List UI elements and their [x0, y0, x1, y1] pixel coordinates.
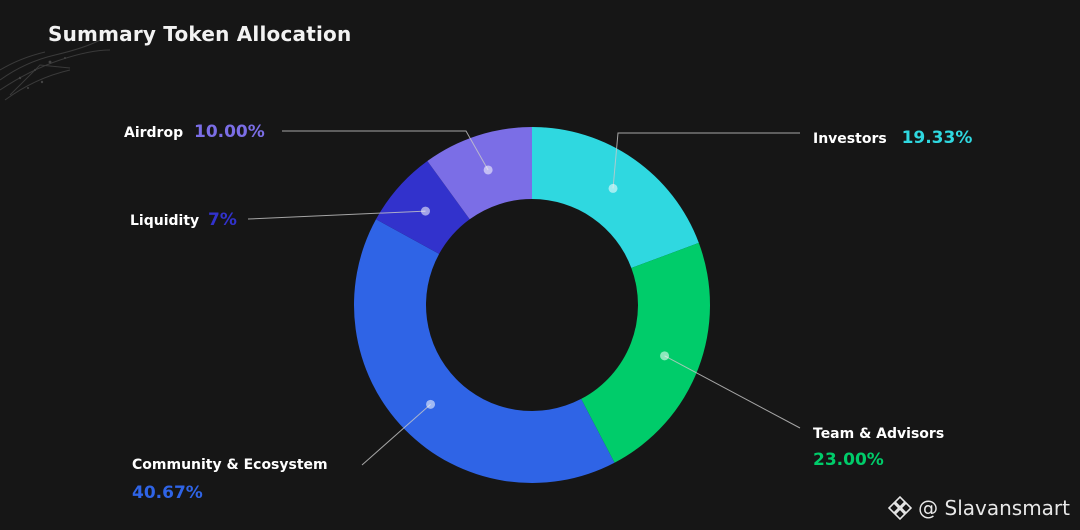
slice-label-team-advisors: Team & Advisors: [813, 426, 945, 442]
label-liquidity: Liquidity 7%: [130, 210, 237, 230]
label-community: Community & Ecosystem 40.67%: [132, 457, 328, 503]
watermark-text: @ Slavansmart: [918, 496, 1070, 520]
label-airdrop: Airdrop 10.00%: [124, 122, 265, 142]
slice-investors: [532, 127, 699, 269]
slice-team-advisors: [581, 242, 710, 463]
corner-texture: [0, 39, 110, 101]
leader-dot: [483, 165, 493, 175]
binance-diamond-icon: [888, 496, 913, 520]
leader-dot: [660, 351, 670, 361]
slice-value-team-advisors: 23.00%: [813, 450, 884, 470]
slice-label-community: Community & Ecosystem: [132, 457, 328, 473]
slice-label-investors: Investors: [813, 131, 887, 147]
page-title: Summary Token Allocation: [48, 22, 352, 46]
slice-value-investors: 19.33%: [901, 128, 973, 148]
leader-dot: [426, 399, 436, 409]
slice-value-liquidity: 7%: [208, 210, 237, 230]
leader-line: [247, 210, 426, 220]
slice-label-airdrop: Airdrop: [124, 125, 184, 141]
slice-value-community: 40.67%: [132, 483, 203, 503]
slice-value-airdrop: 10.00%: [193, 122, 265, 142]
slice-community-ecosystem: [354, 219, 615, 484]
leader-line: [361, 403, 431, 466]
watermark: @ Slavansmart: [888, 496, 1070, 520]
slice-label-liquidity: Liquidity: [130, 213, 200, 229]
leader-dot: [608, 183, 618, 193]
leader-line: [282, 130, 489, 171]
leader-dot: [420, 206, 430, 216]
slice-airdrop: [427, 127, 532, 220]
label-investors: Investors 19.33%: [813, 128, 972, 148]
label-team-advisors: Team & Advisors 23.00%: [813, 426, 944, 470]
leader-line: [664, 355, 801, 429]
leader-line: [612, 132, 800, 189]
